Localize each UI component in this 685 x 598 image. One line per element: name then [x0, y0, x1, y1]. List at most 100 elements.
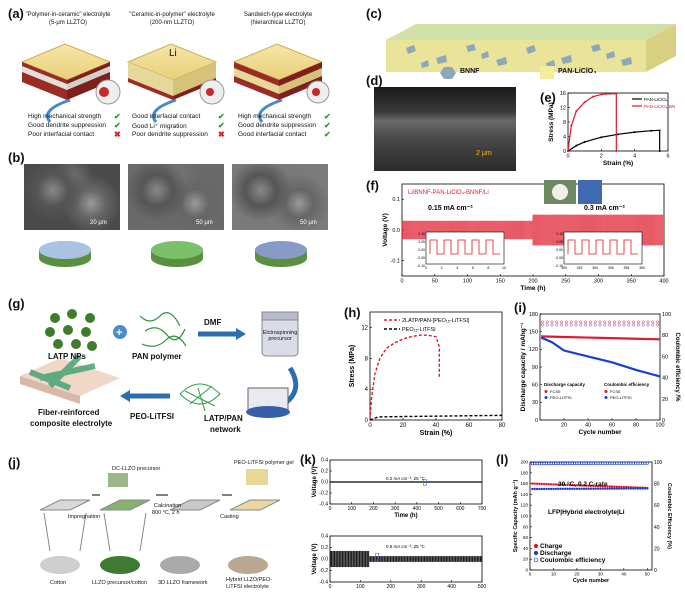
- legend-marker: [604, 396, 608, 399]
- y-tick-label: 8: [563, 120, 566, 126]
- bnnf-hexagon-icon: [440, 67, 456, 79]
- inset-x-tick-label: 8: [487, 266, 489, 270]
- ce-point: [651, 323, 655, 327]
- scale-bar-1: 20 μm: [90, 220, 107, 226]
- property-text: Good dendrite suppression: [238, 122, 317, 129]
- ce-point: [584, 323, 588, 327]
- x-tick-label: 0: [368, 423, 372, 429]
- data-point: [613, 487, 616, 490]
- zoom-marker: [423, 478, 427, 486]
- y-tick-label: 16: [560, 91, 566, 97]
- ce-point: [622, 323, 626, 327]
- pan-legend-swatch: [540, 66, 554, 79]
- x-axis-label: Time (h): [394, 513, 417, 519]
- rate-label-1: 0.15 mA cm⁻²: [428, 205, 473, 212]
- data-point: [592, 484, 595, 488]
- data-point: [603, 487, 607, 490]
- y-tick-label: -0.4: [319, 580, 328, 586]
- data-point: [575, 144, 578, 147]
- y-tick-label: 30: [532, 400, 538, 406]
- composite-electrolyte-slab: [20, 358, 120, 396]
- data-point: [566, 487, 569, 491]
- data-point: [596, 484, 600, 488]
- panel-j-label: (j): [8, 455, 21, 470]
- ce-point: [574, 323, 578, 327]
- y-tick-label: 200: [520, 460, 528, 465]
- data-point: [583, 140, 586, 143]
- x-tick-label: 150: [496, 279, 505, 285]
- x-tick-label: 400: [659, 279, 668, 285]
- y-tick-label: 60: [532, 383, 538, 389]
- sem-image-3: [232, 164, 328, 230]
- ce-point: [555, 320, 559, 324]
- ce-point: [656, 323, 660, 327]
- property-text: High mechanical strength: [28, 113, 102, 120]
- photo-disc: [552, 184, 568, 200]
- panel-i-label: (i): [514, 300, 527, 315]
- y2-axis-label: Coulombic efficiency /%: [674, 332, 680, 402]
- sem-image-1: [24, 164, 120, 230]
- panel-f-label: (f): [366, 178, 379, 193]
- data-point: [583, 101, 586, 104]
- ce-point: [560, 320, 564, 324]
- inset-x-tick-label: 360: [639, 266, 645, 270]
- scale-bar-2: 50 μm: [196, 220, 213, 226]
- x-tick-label: 200: [387, 584, 396, 590]
- data-point: [533, 487, 536, 491]
- legend-text: Coulombic efficiency: [540, 557, 606, 564]
- chart-h: 0 20 40 60 80 0 4 8 12 Strain (%) Stress (MPa) 2LAT…: [349, 311, 506, 437]
- x-tick-label: 700: [478, 506, 487, 512]
- y-axis-label: Voltage (V): [312, 544, 318, 575]
- inset-y-tick-label: 0.00: [556, 248, 563, 252]
- label-peo: PEO-LiTFSI: [130, 412, 174, 421]
- data-point: [587, 487, 590, 490]
- rate-label-2: 0.3 mA cm⁻²: [584, 205, 625, 212]
- data-point: [582, 484, 586, 487]
- y2-tick-label: 100: [654, 460, 663, 466]
- y-tick-label: 4: [365, 387, 369, 393]
- x-tick-label: 20: [574, 572, 580, 577]
- data-point: [571, 483, 574, 487]
- y2-tick-label: 0: [654, 568, 657, 574]
- x-tick-label: 20: [561, 423, 567, 429]
- property-text: Poor dendrite suppression: [132, 131, 208, 138]
- property-text: Good interfacial contact: [132, 113, 201, 120]
- scale-bar-3: 50 μm: [300, 220, 317, 226]
- y-tick-label: 0.0: [392, 228, 400, 234]
- data-point: [613, 485, 616, 488]
- inset-trace: [567, 239, 638, 255]
- panel-l-label: (l): [496, 452, 509, 467]
- y-tick-label: 150: [529, 330, 538, 336]
- latp-nps: [45, 309, 97, 351]
- chart-e: 0 2 4 6 0 4 8 12 16 Strain (%) Stress (MPa) PAN-LiC…: [548, 91, 675, 167]
- y-axis-label: Voltage (V): [382, 213, 389, 246]
- data-point: [601, 487, 604, 490]
- x-tick-label: 0: [529, 572, 532, 577]
- inset-y-tick-label: 0.00: [418, 248, 425, 252]
- x-tick-label: 600: [456, 506, 465, 512]
- ce-point: [584, 320, 588, 324]
- data-point: [632, 487, 635, 490]
- precursor-vial: [108, 473, 128, 487]
- inset-y-tick-label: 0.10: [556, 232, 563, 236]
- data-point: [639, 487, 642, 490]
- data-point: [600, 136, 603, 139]
- panel-a-schematic: [20, 43, 330, 123]
- data-point: [547, 487, 550, 491]
- y-tick-label: -0.4: [319, 502, 328, 508]
- y-tick-label: 12: [361, 325, 368, 331]
- y-tick-label: 60: [523, 535, 529, 540]
- ce-point: [545, 323, 549, 327]
- data-point: [582, 487, 586, 490]
- y-axis-label: Specific Capacity (mAh g⁻¹): [512, 480, 519, 553]
- inset-y-tick-label: -0.05: [555, 256, 563, 260]
- ce-point: [564, 320, 568, 324]
- x-axis-label: Strain (%): [420, 430, 453, 437]
- data-point: [567, 150, 569, 152]
- data-point: [601, 485, 604, 488]
- column-subtitle: (5-μm LLZTO): [48, 20, 87, 26]
- check-icon: ✔: [218, 121, 225, 130]
- inset-y-tick-label: 0.05: [556, 240, 563, 244]
- data-point: [580, 487, 583, 490]
